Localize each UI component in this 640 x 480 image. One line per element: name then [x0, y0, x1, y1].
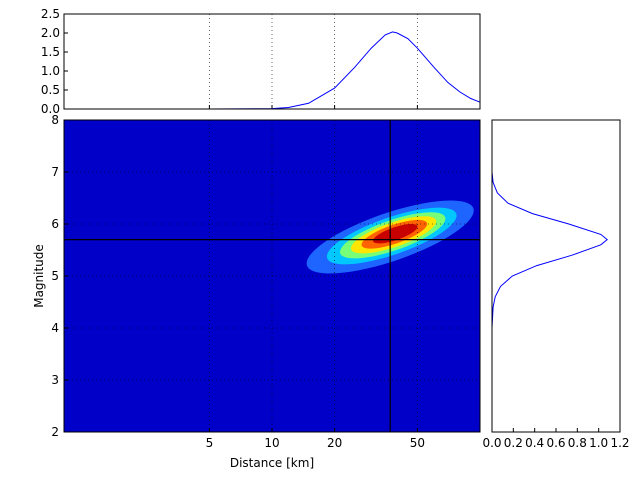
main-x-tick-label: 5 [206, 436, 214, 450]
top-y-ticks: 0.0 0.5 1.0 1.5 2.0 2.5 [41, 7, 68, 116]
main-y-tick-label: 3 [51, 373, 59, 387]
main-y-tick-label: 2 [51, 425, 59, 439]
right-x-tick-label: 0.0 [482, 436, 501, 450]
x-axis-label: Distance [km] [230, 456, 314, 470]
right-plot-background [492, 120, 620, 432]
right-x-ticks: 0.0 0.2 0.4 0.6 0.8 1.0 1.2 [482, 428, 630, 450]
main-y-tick-label: 4 [51, 321, 59, 335]
right-x-tick-label: 0.2 [504, 436, 523, 450]
main-grid [64, 120, 480, 432]
top-y-tick-label: 1.5 [41, 45, 60, 59]
right-x-tick-label: 1.2 [610, 436, 629, 450]
crosshair [64, 120, 480, 432]
top-plot-background [64, 14, 480, 109]
top-y-tick-label: 0.5 [41, 83, 60, 97]
main-y-tick-label: 5 [51, 269, 59, 283]
main-y-ticks: 2 3 4 5 6 7 8 [51, 113, 68, 439]
top-y-tick-label: 2.0 [41, 26, 60, 40]
right-marginal-panel: 0.0 0.2 0.4 0.6 0.8 1.0 1.2 [482, 119, 630, 450]
main-y-tick-label: 7 [51, 165, 59, 179]
main-x-tick-label: 10 [264, 436, 279, 450]
right-x-tick-label: 0.8 [568, 436, 587, 450]
top-y-tick-label: 1.0 [41, 64, 60, 78]
right-density-line [491, 120, 608, 432]
main-x-tick-label: 50 [410, 436, 425, 450]
main-y-tick-label: 8 [51, 113, 59, 127]
top-y-tick-label: 2.5 [41, 7, 60, 21]
right-x-tick-label: 1.0 [589, 436, 608, 450]
top-plot-frame [63, 13, 481, 110]
main-x-tick-label: 20 [327, 436, 342, 450]
right-plot-frame [491, 119, 621, 433]
contour-level [373, 223, 418, 244]
top-marginal-panel: 0.0 0.5 1.0 1.5 2.0 2.5 [41, 7, 481, 116]
main-y-tick-label: 6 [51, 217, 59, 231]
top-y-tick-label: 0.0 [41, 102, 60, 116]
main-heatmap-panel: 5 10 20 50 2 3 4 5 6 7 8 Distance [km] Magnitude [32, 113, 481, 470]
right-x-tick-label: 0.6 [546, 436, 565, 450]
y-axis-label: Magnitude [32, 244, 46, 308]
right-x-tick-label: 0.4 [525, 436, 544, 450]
main-x-ticks: 5 10 20 50 [206, 428, 425, 450]
